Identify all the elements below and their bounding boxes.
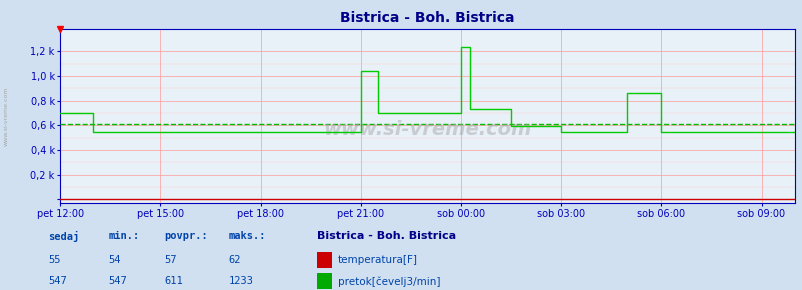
Text: 55: 55	[48, 255, 61, 264]
Text: temperatura[F]: temperatura[F]	[338, 255, 418, 264]
Text: maks.:: maks.:	[229, 231, 266, 241]
Text: sedaj: sedaj	[48, 231, 79, 242]
Text: 547: 547	[48, 276, 67, 286]
Text: 62: 62	[229, 255, 241, 264]
Text: 54: 54	[108, 255, 121, 264]
Text: 611: 611	[164, 276, 183, 286]
Text: pretok[čevelj3/min]: pretok[čevelj3/min]	[338, 276, 440, 287]
Text: 57: 57	[164, 255, 177, 264]
Text: www.si-vreme.com: www.si-vreme.com	[4, 86, 9, 146]
Text: povpr.:: povpr.:	[164, 231, 208, 241]
Title: Bistrica - Boh. Bistrica: Bistrica - Boh. Bistrica	[340, 11, 514, 25]
Text: Bistrica - Boh. Bistrica: Bistrica - Boh. Bistrica	[317, 231, 456, 241]
Text: 1233: 1233	[229, 276, 253, 286]
Text: 547: 547	[108, 276, 127, 286]
Text: min.:: min.:	[108, 231, 140, 241]
Text: www.si-vreme.com: www.si-vreme.com	[323, 120, 531, 139]
